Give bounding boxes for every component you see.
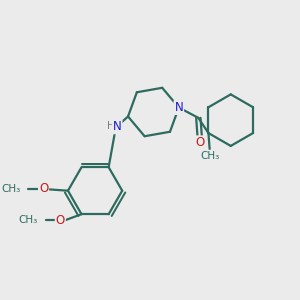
Text: CH₃: CH₃ bbox=[1, 184, 20, 194]
Text: O: O bbox=[195, 136, 204, 149]
Text: CH₃: CH₃ bbox=[200, 151, 219, 160]
Text: N: N bbox=[174, 101, 183, 114]
Text: O: O bbox=[39, 182, 48, 195]
Text: N: N bbox=[113, 120, 122, 133]
Text: O: O bbox=[56, 214, 65, 227]
Text: CH₃: CH₃ bbox=[19, 215, 38, 225]
Text: H: H bbox=[107, 121, 115, 131]
